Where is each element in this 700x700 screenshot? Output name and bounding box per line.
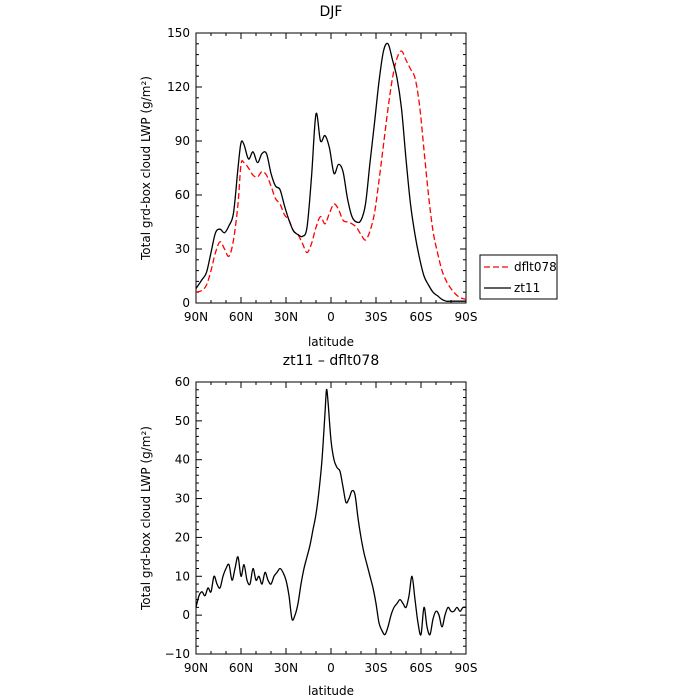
top-title: DJF bbox=[320, 4, 343, 20]
top-x-tick-label: 60S bbox=[410, 310, 433, 324]
top-series-line-dflt078 bbox=[195, 50, 467, 301]
legend-label-zt11: zt11 bbox=[514, 281, 540, 295]
bottom-x-tick-label: 90N bbox=[184, 661, 208, 675]
bottom-y-tick-label: 10 bbox=[175, 569, 190, 583]
top-x-tick-label: 0 bbox=[327, 310, 335, 324]
legend: dflt078 zt11 bbox=[479, 254, 558, 300]
bottom-y-tick-label: 0 bbox=[182, 608, 190, 622]
top-x-tick-label: 30S bbox=[365, 310, 388, 324]
bottom-ylabel: Total grd-box cloud LWP (g/m²) bbox=[139, 426, 153, 611]
bottom-x-tick-label: 0 bbox=[327, 661, 335, 675]
top-y-tick-label: 60 bbox=[175, 188, 190, 202]
top-y-tick-label: 120 bbox=[167, 80, 190, 94]
top-series bbox=[195, 42, 467, 302]
bottom-y-tick-label: 50 bbox=[175, 414, 190, 428]
top-ticks bbox=[195, 32, 467, 304]
top-y-tick-label: 30 bbox=[175, 242, 190, 256]
legend-label-dflt078: dflt078 bbox=[514, 260, 557, 274]
bottom-series bbox=[195, 388, 467, 636]
bottom-y-tick-label: 60 bbox=[175, 375, 190, 389]
top-x-tick-label: 30N bbox=[274, 310, 298, 324]
bottom-x-tick-label: 90S bbox=[455, 661, 478, 675]
top-y-tick-label: 90 bbox=[175, 134, 190, 148]
bottom-xlabel: latitude bbox=[308, 684, 354, 698]
bottom-y-tick-label: 30 bbox=[175, 492, 190, 506]
bottom-x-tick-label: 30N bbox=[274, 661, 298, 675]
bottom-x-tick-label: 60S bbox=[410, 661, 433, 675]
bottom-y-tick-label: 40 bbox=[175, 453, 190, 467]
top-tick-labels: 90N 60N 30N 0 30S 60S 90S 0 30 60 90 120 150 bbox=[167, 26, 477, 324]
bottom-series-line-series-0 bbox=[195, 388, 467, 636]
top-ylabel: Total grd-box cloud LWP (g/m²) bbox=[139, 76, 153, 261]
top-x-tick-label: 90S bbox=[455, 310, 478, 324]
legend-box bbox=[479, 254, 558, 300]
top-x-tick-label: 60N bbox=[229, 310, 253, 324]
bottom-title: zt11 – dflt078 bbox=[283, 353, 379, 369]
top-y-tick-label: 150 bbox=[167, 26, 190, 40]
top-x-tick-label: 90N bbox=[184, 310, 208, 324]
top-series-line-zt11 bbox=[195, 42, 466, 302]
bottom-ticks bbox=[195, 381, 467, 655]
bottom-y-tick-label: 20 bbox=[175, 530, 190, 544]
bottom-panel: zt11 – dflt078 90N 60N 30N 0 30S 60S 90S −10 0 10… bbox=[139, 353, 477, 698]
bottom-tick-labels: 90N 60N 30N 0 30S 60S 90S −10 0 10 20 30 40 50 60 bbox=[165, 375, 478, 675]
bottom-x-tick-label: 60N bbox=[229, 661, 253, 675]
bottom-y-tick-label: −10 bbox=[165, 647, 190, 661]
top-y-tick-label: 0 bbox=[182, 296, 190, 310]
top-xlabel: latitude bbox=[308, 335, 354, 349]
bottom-x-tick-label: 30S bbox=[365, 661, 388, 675]
top-panel: DJF 90N 60N 30N 0 30S 60S 90S 0 30 60 90 120 150 lat… bbox=[139, 4, 477, 349]
